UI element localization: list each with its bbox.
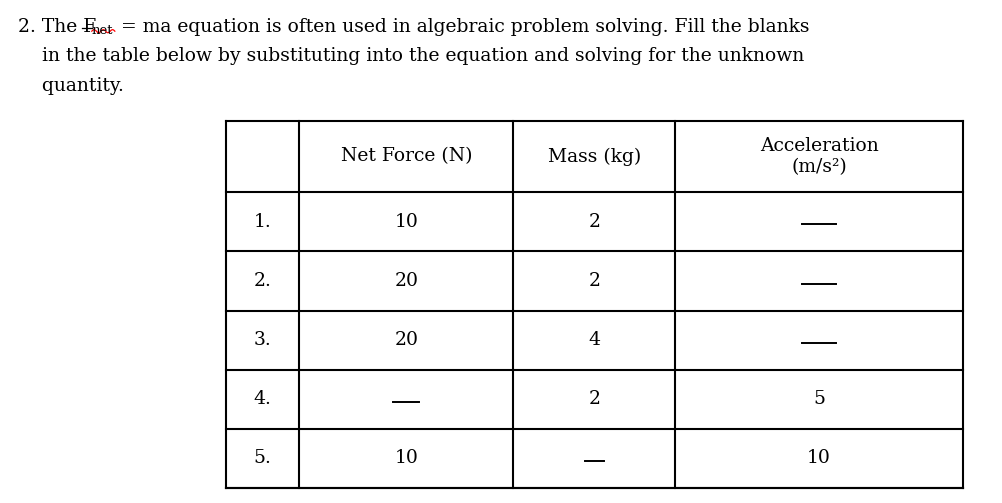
Text: 20: 20	[394, 272, 418, 290]
Text: 10: 10	[394, 213, 418, 231]
Text: 4.: 4.	[254, 390, 272, 408]
Text: 2: 2	[588, 390, 599, 408]
Text: in the table below by substituting into the equation and solving for the unknown: in the table below by substituting into …	[18, 47, 804, 65]
Text: 10: 10	[394, 449, 418, 467]
Text: 5.: 5.	[254, 449, 272, 467]
Text: Net Force (N): Net Force (N)	[341, 147, 472, 165]
Text: 5: 5	[813, 390, 825, 408]
Text: 1.: 1.	[254, 213, 272, 231]
Text: = ma equation is often used in algebraic problem solving. Fill the blanks: = ma equation is often used in algebraic…	[115, 18, 809, 36]
Text: 2. The F: 2. The F	[18, 18, 96, 36]
Text: 20: 20	[394, 331, 418, 349]
Text: 4: 4	[588, 331, 599, 349]
Text: 10: 10	[807, 449, 831, 467]
Text: 3.: 3.	[254, 331, 272, 349]
Text: 2: 2	[588, 272, 599, 290]
Text: quantity.: quantity.	[18, 77, 124, 95]
Text: Mass (kg): Mass (kg)	[547, 147, 640, 165]
Text: Acceleration
(m/s²): Acceleration (m/s²)	[759, 137, 878, 176]
Text: net: net	[92, 24, 113, 37]
Text: 2.: 2.	[254, 272, 272, 290]
Text: 2: 2	[588, 213, 599, 231]
